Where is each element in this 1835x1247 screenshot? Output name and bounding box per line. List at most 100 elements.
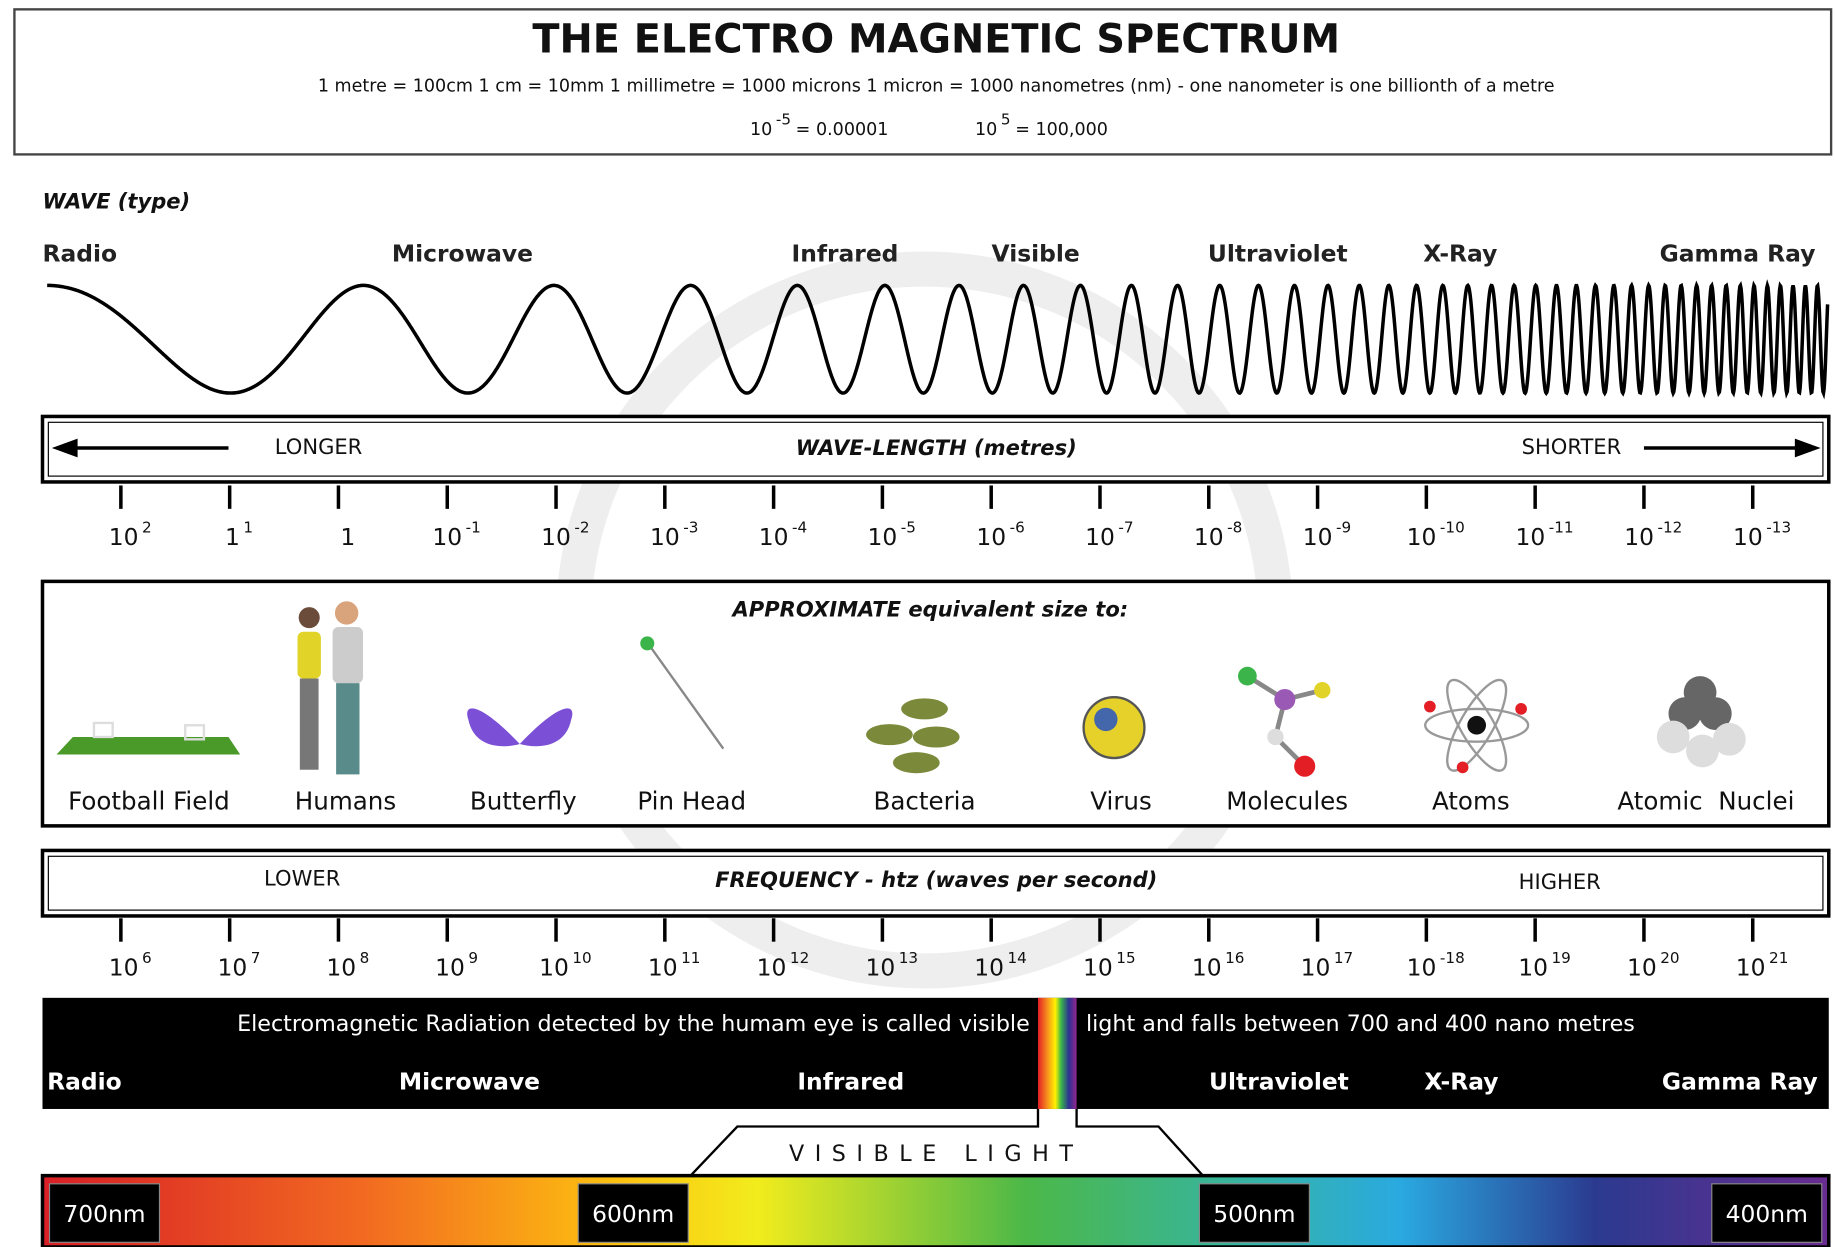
spectrum-diagram: THE ELECTRO MAGNETIC SPECTRUM 1 metre = … — [0, 0, 1835, 1247]
wavelength-ticks: 10211110-110-210-310-410-510-610-710-810… — [109, 485, 1791, 550]
power-label: 1 — [340, 523, 355, 551]
bracket-right — [1077, 1109, 1203, 1176]
wave-type: Microwave — [392, 240, 533, 268]
power-label: 1010 — [539, 949, 592, 982]
title: THE ELECTRO MAGNETIC SPECTRUM — [532, 17, 1340, 63]
band-type: Ultraviolet — [1209, 1068, 1349, 1096]
nm-label: 500nm — [1213, 1200, 1295, 1228]
power-base: 10 — [1627, 953, 1657, 981]
longer: LONGER — [275, 434, 363, 459]
power-exp: 13 — [899, 949, 918, 967]
power-label: 10-18 — [1407, 949, 1465, 982]
wave-curve — [47, 285, 1827, 393]
power-exp: -10 — [1440, 518, 1465, 536]
power-exp: 12 — [790, 949, 809, 967]
shorter: SHORTER — [1522, 434, 1622, 459]
power-label: 10-10 — [1407, 518, 1465, 551]
power-label: 1012 — [757, 949, 810, 982]
power-base: 10 — [1303, 523, 1333, 551]
wave-type: Gamma Ray — [1660, 240, 1816, 268]
wave-type: Radio — [42, 240, 117, 268]
power-label: 1020 — [1627, 949, 1680, 982]
power-label: 10-12 — [1624, 518, 1682, 551]
power-base: 10 — [750, 120, 772, 140]
power-base: 10 — [109, 953, 139, 981]
band-type: Gamma Ray — [1662, 1068, 1818, 1096]
visible-title: VISIBLE LIGHT — [789, 1141, 1083, 1167]
caption-right: light and falls between 700 and 400 nano… — [1086, 1011, 1635, 1037]
power-exp: -5 — [776, 110, 791, 128]
power-base: 10 — [435, 953, 465, 981]
power-base: 10 — [1407, 953, 1437, 981]
size-item: Atoms — [1432, 786, 1510, 815]
power-exp: -3 — [683, 518, 698, 536]
power-base: 10 — [757, 953, 787, 981]
lower: LOWER — [264, 866, 341, 891]
size-item: Pin Head — [637, 786, 746, 815]
power-base: 10 — [109, 523, 139, 551]
power-label: 10-5 — [868, 518, 916, 551]
size-item: Bacteria — [873, 786, 975, 815]
power-exp: -2 — [574, 518, 589, 536]
power-base: 10 — [1624, 523, 1654, 551]
power-label: 10-13 — [1733, 518, 1791, 551]
power-label: 10-6 — [976, 518, 1024, 551]
conversions: 1 metre = 100cm 1 cm = 10mm 1 millimetre… — [318, 77, 1555, 97]
power-label: 109 — [435, 949, 478, 982]
power-base: 10 — [1407, 523, 1437, 551]
size-item: Molecules — [1226, 786, 1348, 815]
power-base: 10 — [868, 523, 898, 551]
power-label: 1011 — [648, 949, 701, 982]
band-type: Microwave — [399, 1068, 540, 1096]
power-base: 1 — [340, 523, 355, 551]
power-exp: -4 — [792, 518, 807, 536]
power-exp: -13 — [1766, 518, 1791, 536]
power-exp: 11 — [681, 949, 700, 967]
power-base: 10 — [1301, 953, 1331, 981]
size-item: Virus — [1090, 786, 1152, 815]
rainbow-strip — [1038, 998, 1077, 1109]
power-base: 10 — [1085, 523, 1115, 551]
power-exp: -18 — [1440, 949, 1465, 967]
size-item: Humans — [295, 786, 396, 815]
power-base: 10 — [650, 523, 680, 551]
power-label: 10-8 — [1194, 518, 1242, 551]
size-item: Butterfly — [470, 786, 577, 815]
power-label: 1019 — [1518, 949, 1571, 982]
size-item: Football Field — [68, 786, 230, 815]
wave-type: Visible — [992, 240, 1080, 268]
power-base: 10 — [1515, 523, 1545, 551]
power-label: 10-7 — [1085, 518, 1133, 551]
wave-label: WAVE (type) — [42, 188, 190, 213]
power-equals: = 0.00001 — [796, 120, 889, 140]
band-type: X-Ray — [1424, 1068, 1498, 1096]
power-base: 10 — [648, 953, 678, 981]
caption-left: Electromagnetic Radiation detected by th… — [237, 1011, 1030, 1037]
power-base: 10 — [1192, 953, 1222, 981]
power-exp: -8 — [1227, 518, 1242, 536]
wave-type: X-Ray — [1423, 240, 1497, 268]
power-exp: -1 — [466, 518, 481, 536]
wave-type: Ultraviolet — [1208, 240, 1348, 268]
power-base: 10 — [759, 523, 789, 551]
power-base: 10 — [976, 523, 1006, 551]
power-label: 10-9 — [1303, 518, 1351, 551]
power-base: 10 — [1194, 523, 1224, 551]
power-equals: = 100,000 — [1015, 120, 1108, 140]
nm-label: 600nm — [592, 1200, 674, 1228]
wave-type: Infrared — [792, 240, 899, 268]
band-type: Infrared — [797, 1068, 904, 1096]
power-label: 1016 — [1192, 949, 1245, 982]
power-base: 10 — [539, 953, 569, 981]
power-label: 10-3 — [650, 518, 698, 551]
power-base: 10 — [218, 953, 248, 981]
power-exp: 7 — [251, 949, 261, 967]
power-exp: -11 — [1549, 518, 1574, 536]
power-label: 1021 — [1736, 949, 1789, 982]
power-base: 10 — [541, 523, 571, 551]
power-base: 1 — [225, 523, 240, 551]
power-base: 10 — [865, 953, 895, 981]
